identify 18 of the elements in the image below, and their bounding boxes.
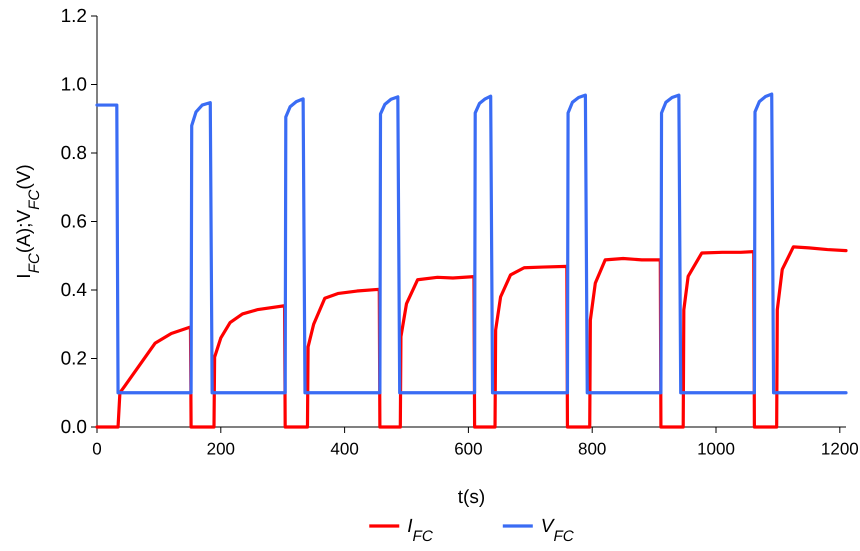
- legend-label: I$_{FC}$: [407, 516, 434, 544]
- x-tick-label: 0: [92, 440, 102, 459]
- x-tick-label: 800: [578, 440, 606, 459]
- line-series: [95, 92, 848, 394]
- x-tick-label: 1000: [697, 440, 735, 459]
- x-tick-label: 400: [330, 440, 359, 459]
- y-tick-label: 0.6: [60, 212, 87, 233]
- x-tick-label: 200: [206, 440, 235, 459]
- x-tick-label: 600: [454, 440, 483, 459]
- y-tick-label: 0.8: [60, 143, 87, 164]
- x-tick-label: 1200: [820, 440, 859, 459]
- y-tick-label: 0.2: [60, 348, 87, 370]
- legend-label: V$_{FC}$: [540, 516, 575, 544]
- y-tick-label: 1.0: [60, 74, 87, 96]
- y-tick-label: 0.0: [60, 417, 87, 438]
- y-tick-label: 0.4: [60, 280, 88, 302]
- x-axis-title: t(s): [458, 487, 486, 508]
- y-tick-label: 1.2: [60, 6, 87, 28]
